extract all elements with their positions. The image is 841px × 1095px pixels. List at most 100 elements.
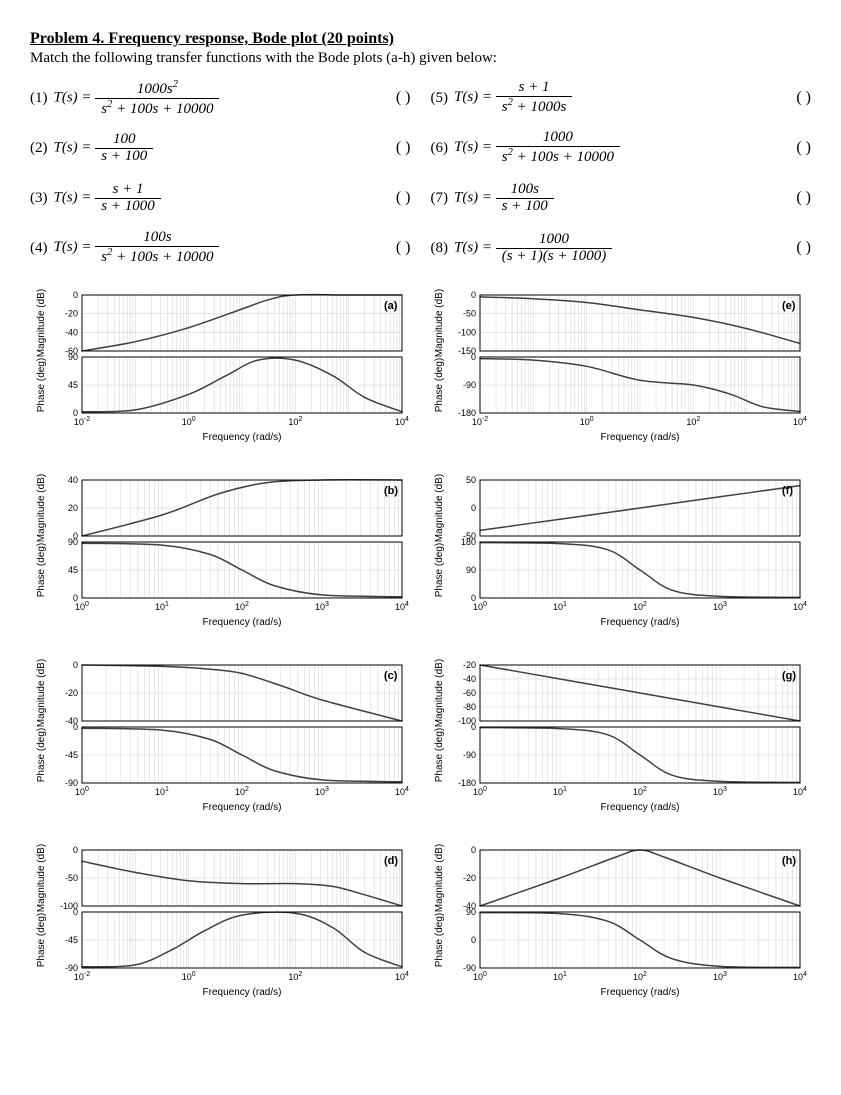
- problem-title: Problem 4. Frequency response, Bode plot…: [30, 30, 811, 48]
- svg-text:10-2: 10-2: [74, 416, 90, 427]
- svg-text:0: 0: [73, 722, 78, 732]
- bode-plot-g: -100-80-60-40-20Magnitude (dB)(g)-180-90…: [428, 657, 812, 832]
- svg-text:103: 103: [315, 601, 329, 612]
- svg-text:104: 104: [395, 971, 409, 982]
- tf-row: (3) T(s) = s + 1s + 1000 ( ): [30, 175, 411, 221]
- svg-text:101: 101: [553, 786, 567, 797]
- svg-text:45: 45: [68, 380, 78, 390]
- svg-text:(g): (g): [782, 670, 796, 682]
- answer-blank: ( ): [376, 139, 411, 157]
- svg-text:90: 90: [465, 907, 475, 917]
- svg-text:100: 100: [473, 601, 487, 612]
- answer-blank: ( ): [376, 239, 411, 257]
- svg-text:Phase (deg): Phase (deg): [36, 543, 47, 597]
- svg-text:Magnitude (dB): Magnitude (dB): [36, 474, 47, 542]
- svg-text:100: 100: [75, 601, 89, 612]
- tf-row: (7)T(s) = 100ss + 100( ): [431, 175, 812, 221]
- bode-plot-e: -150-100-500Magnitude (dB)(e)-180-900Pha…: [428, 287, 812, 462]
- tf-equation: T(s) = 100ss + 100: [454, 182, 554, 215]
- answer-blank: ( ): [376, 89, 411, 107]
- svg-text:0: 0: [470, 845, 475, 855]
- problem-intro: Match the following transfer functions w…: [30, 50, 811, 67]
- svg-text:0: 0: [470, 935, 475, 945]
- svg-text:0: 0: [470, 290, 475, 300]
- svg-text:Phase (deg): Phase (deg): [434, 913, 445, 967]
- tf-equation: T(s) = 1000s2 + 100s + 10000: [454, 130, 620, 166]
- bode-plot-b: 02040Magnitude (dB)(b)04590Phase (deg)10…: [30, 472, 414, 647]
- tf-number: (8): [431, 240, 449, 257]
- svg-text:0: 0: [470, 503, 475, 513]
- svg-text:102: 102: [235, 601, 249, 612]
- bode-plot-d: -100-500Magnitude (dB)(d)-90-450Phase (d…: [30, 842, 414, 1017]
- svg-text:-80: -80: [462, 702, 475, 712]
- svg-text:(d): (d): [384, 855, 398, 867]
- svg-text:-50: -50: [65, 873, 78, 883]
- svg-text:103: 103: [713, 971, 727, 982]
- svg-text:101: 101: [553, 971, 567, 982]
- svg-text:100: 100: [75, 786, 89, 797]
- svg-text:20: 20: [68, 503, 78, 513]
- tf-equation: T(s) = 1000(s + 1)(s + 1000): [454, 232, 612, 265]
- svg-text:-45: -45: [65, 750, 78, 760]
- svg-text:101: 101: [553, 601, 567, 612]
- tf-equation: T(s) = 100s + 100: [54, 132, 154, 165]
- tf-number: (2): [30, 140, 48, 157]
- tf-number: (3): [30, 190, 48, 207]
- bode-plot-grid: -60-40-200Magnitude (dB)(a)04590Phase (d…: [30, 287, 811, 1017]
- svg-text:(b): (b): [384, 485, 398, 497]
- svg-text:Phase (deg): Phase (deg): [434, 728, 445, 782]
- svg-text:100: 100: [579, 416, 593, 427]
- transfer-function-grid: (1) T(s) = 1000s2s2 + 100s + 10000 ( ) (5) T…: [30, 75, 811, 271]
- svg-text:Phase (deg): Phase (deg): [36, 358, 47, 412]
- svg-text:(h): (h): [782, 855, 796, 867]
- bode-plot-c: -40-200Magnitude (dB)(c)-90-450Phase (de…: [30, 657, 414, 832]
- svg-text:100: 100: [473, 971, 487, 982]
- svg-text:102: 102: [633, 971, 647, 982]
- svg-text:102: 102: [235, 786, 249, 797]
- bode-plot-a: -60-40-200Magnitude (dB)(a)04590Phase (d…: [30, 287, 414, 462]
- tf-number: (6): [431, 140, 449, 157]
- svg-text:103: 103: [315, 786, 329, 797]
- tf-row: (8) T(s) = 1000(s + 1)(s + 1000) ( ): [431, 225, 812, 271]
- tf-row: (5)T(s) = s + 1s2 + 1000s( ): [431, 75, 812, 121]
- svg-text:-60: -60: [462, 688, 475, 698]
- svg-text:-20: -20: [462, 873, 475, 883]
- tf-equation: T(s) = s + 1s + 1000: [54, 182, 161, 215]
- svg-text:Magnitude (dB): Magnitude (dB): [434, 844, 445, 912]
- svg-text:Frequency (rad/s): Frequency (rad/s): [203, 617, 282, 628]
- svg-text:104: 104: [395, 601, 409, 612]
- tf-equation: T(s) = 1000s2s2 + 100s + 10000: [54, 79, 220, 118]
- svg-text:10-2: 10-2: [471, 416, 487, 427]
- svg-text:0: 0: [470, 722, 475, 732]
- svg-text:Phase (deg): Phase (deg): [434, 358, 445, 412]
- tf-row: (6) T(s) = 1000s2 + 100s + 10000 ( ): [431, 125, 812, 171]
- svg-text:-45: -45: [65, 935, 78, 945]
- tf-equation: T(s) = s + 1s2 + 1000s: [454, 80, 572, 116]
- svg-text:-20: -20: [65, 309, 78, 319]
- tf-number: (1): [30, 90, 48, 107]
- svg-text:(f): (f): [782, 485, 793, 497]
- answer-blank: ( ): [376, 189, 411, 207]
- answer-blank: ( ): [776, 139, 811, 157]
- svg-text:103: 103: [713, 786, 727, 797]
- svg-text:104: 104: [395, 786, 409, 797]
- svg-text:Frequency (rad/s): Frequency (rad/s): [203, 987, 282, 998]
- svg-text:100: 100: [182, 971, 196, 982]
- svg-text:Frequency (rad/s): Frequency (rad/s): [203, 432, 282, 443]
- svg-text:102: 102: [288, 416, 302, 427]
- svg-text:Phase (deg): Phase (deg): [36, 913, 47, 967]
- svg-text:-100: -100: [457, 327, 475, 337]
- tf-number: (5): [431, 90, 449, 107]
- svg-text:-20: -20: [65, 688, 78, 698]
- svg-text:0: 0: [470, 352, 475, 362]
- svg-text:101: 101: [155, 601, 169, 612]
- svg-text:(e): (e): [782, 300, 796, 312]
- svg-text:102: 102: [633, 601, 647, 612]
- bode-plot-h: -40-200Magnitude (dB)(h)-90090Phase (deg…: [428, 842, 812, 1017]
- svg-text:50: 50: [465, 475, 475, 485]
- svg-text:102: 102: [288, 971, 302, 982]
- svg-text:Frequency (rad/s): Frequency (rad/s): [600, 987, 679, 998]
- svg-text:-90: -90: [462, 380, 475, 390]
- answer-blank: ( ): [776, 239, 811, 257]
- svg-text:0: 0: [73, 290, 78, 300]
